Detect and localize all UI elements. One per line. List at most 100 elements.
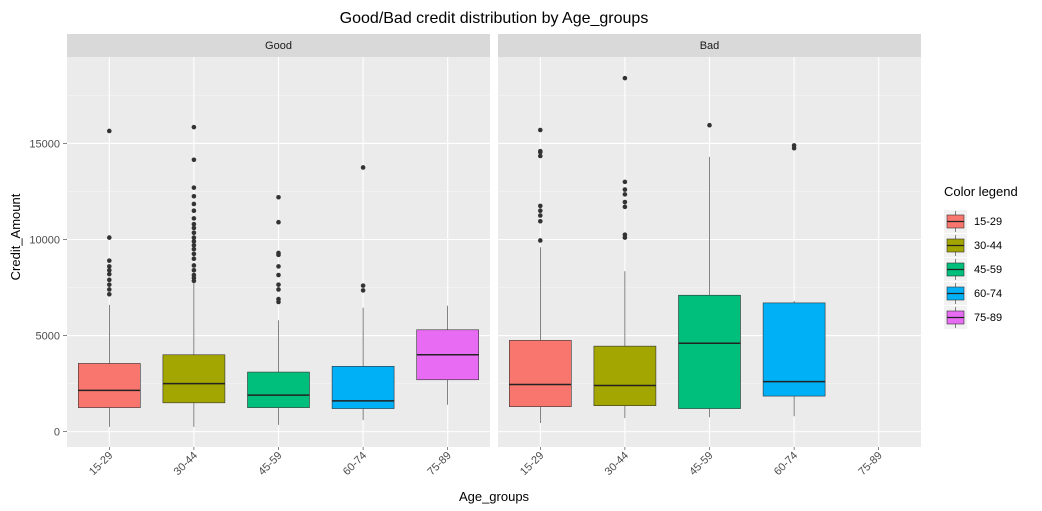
outlier-point	[538, 148, 543, 154]
outlier-point	[538, 153, 543, 159]
box-body	[331, 366, 395, 409]
box-body	[593, 345, 657, 406]
outlier-point	[191, 242, 197, 248]
legend-item-30-44: 30-44	[944, 234, 1002, 257]
box-15-29	[78, 128, 141, 427]
legend-item-60-74: 60-74	[944, 282, 1002, 305]
outlier-point	[276, 287, 281, 292]
outlier-point	[538, 213, 543, 218]
box-body	[162, 354, 226, 404]
panel-bad: Bad 15-29 30-44 45-59 60-74 75-89	[498, 34, 921, 478]
outlier-point	[276, 219, 281, 225]
x-tick-label: 75-89	[425, 450, 453, 478]
x-axis-title: Age_groups	[459, 489, 530, 504]
outlier-point	[538, 238, 543, 243]
outlier-point	[191, 272, 197, 278]
legend-item-75-89: 75-89	[944, 306, 1002, 329]
outlier-point	[622, 187, 628, 192]
legend-label: 60-74	[974, 288, 1002, 300]
legend-title: Color legend	[944, 184, 1018, 199]
outlier-point	[791, 143, 797, 148]
outlier-point	[107, 291, 112, 297]
box-body	[247, 371, 310, 408]
box-30-44	[593, 75, 657, 419]
outlier-point	[107, 271, 112, 277]
outlier-point	[622, 192, 628, 197]
x-tick-label: 45-59	[256, 450, 284, 478]
outlier-point	[191, 124, 197, 130]
outlier-point	[191, 185, 197, 190]
outlier-point	[191, 256, 197, 262]
outlier-point	[191, 193, 197, 199]
outlier-point	[107, 282, 112, 287]
outlier-point	[191, 157, 197, 163]
x-tick-label: 15-29	[87, 450, 115, 478]
outlier-point	[191, 201, 197, 207]
panel-strip-label: Good	[265, 40, 292, 52]
outlier-point	[107, 235, 112, 240]
x-tick-label: 30-44	[172, 450, 200, 478]
box-body	[508, 340, 572, 407]
x-tick-label: 60-74	[772, 450, 800, 478]
y-axis-title: Credit_Amount	[8, 193, 23, 280]
panel-good: Good 15-29 30-44 45-59 60-74 75-89	[67, 34, 490, 478]
outlier-point	[191, 225, 197, 231]
chart-title: Good/Bad credit distribution by Age_grou…	[340, 10, 649, 27]
box-45-59	[678, 122, 741, 418]
outlier-point	[622, 179, 628, 185]
outlier-point	[107, 277, 112, 283]
legend-item-15-29: 15-29	[944, 210, 1002, 233]
outlier-point	[191, 246, 197, 252]
outlier-point	[538, 127, 543, 133]
y-tick-label: 15000	[29, 138, 60, 150]
x-tick-label: 30-44	[603, 450, 631, 478]
legend-item-45-59: 45-59	[944, 258, 1002, 281]
y-tick-label: 10000	[29, 235, 60, 247]
box-45-59	[247, 194, 310, 425]
legend-label: 30-44	[974, 240, 1002, 252]
outlier-point	[191, 263, 197, 268]
outlier-point	[538, 203, 543, 209]
box-body	[678, 294, 741, 409]
outlier-point	[191, 235, 197, 240]
legend-label: 45-59	[974, 264, 1002, 276]
panel-strip	[498, 34, 921, 57]
outlier-point	[191, 216, 197, 221]
box-body	[762, 302, 826, 397]
panel-strip-label: Bad	[700, 40, 720, 52]
outlier-point	[107, 258, 112, 263]
y-tick-label: 0	[54, 427, 60, 439]
legend: Color legend 15-29 30-44 45-59 60-74 75-89	[944, 184, 1018, 329]
outlier-point	[622, 232, 628, 238]
outlier-point	[360, 288, 366, 293]
box-15-29	[508, 127, 572, 423]
x-tick-label: 15-29	[518, 450, 546, 478]
outlier-point	[538, 218, 543, 224]
outlier-point	[622, 75, 628, 81]
outlier-point	[276, 194, 281, 200]
chart-panels: Good 15-29 30-44 45-59 60-74 75-89 Bad 15-29 30-…	[67, 34, 921, 478]
outlier-point	[276, 272, 281, 278]
x-tick-label: 60-74	[341, 450, 369, 478]
box-75-89	[416, 305, 480, 405]
outlier-point	[538, 208, 543, 213]
outlier-point	[276, 282, 281, 287]
legend-label: 15-29	[974, 216, 1002, 228]
outlier-point	[360, 283, 366, 288]
box-60-74	[331, 165, 395, 421]
outlier-point	[191, 267, 197, 273]
outlier-point	[191, 251, 197, 257]
outlier-point	[276, 250, 281, 256]
outlier-point	[707, 122, 712, 128]
panel-strip	[67, 34, 490, 57]
outlier-point	[191, 221, 197, 227]
y-tick-label: 5000	[36, 331, 60, 343]
outlier-point	[276, 264, 281, 269]
box-60-74	[762, 143, 826, 417]
outlier-point	[191, 230, 197, 236]
legend-label: 75-89	[974, 312, 1002, 324]
outlier-point	[622, 199, 628, 205]
outlier-point	[191, 208, 197, 213]
outlier-point	[191, 239, 197, 244]
